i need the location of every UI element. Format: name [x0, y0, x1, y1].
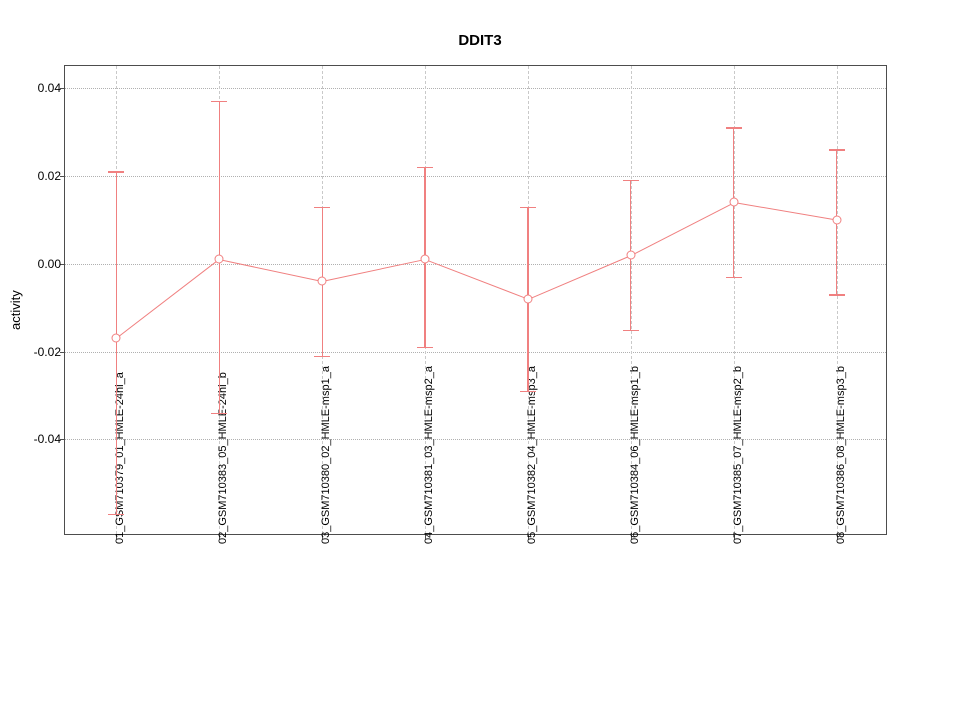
error-cap-top-2 — [211, 101, 227, 102]
error-cap-bottom-2 — [211, 413, 227, 414]
chart-title: DDIT3 — [0, 32, 960, 49]
error-cap-top-8 — [829, 149, 845, 150]
y-axis-tick-label: 0.02 — [29, 169, 61, 183]
data-point-7[interactable] — [729, 198, 738, 207]
y-axis-label: activity — [8, 290, 23, 330]
trend-line-segment-6 — [631, 202, 734, 256]
trend-line-segment-5 — [528, 255, 631, 300]
trend-line-segment-7 — [733, 202, 836, 221]
error-cap-bottom-1 — [108, 514, 124, 515]
data-point-2[interactable] — [215, 255, 224, 264]
x-axis-tick-label-5[interactable]: 05_GSM710382_04_HMLE-msp3_a — [526, 366, 538, 544]
x-axis-tick-label-3[interactable]: 03_GSM710380_02_HMLE-msp1_a — [320, 366, 332, 544]
error-cap-top-7 — [726, 127, 742, 128]
error-cap-bottom-5 — [520, 391, 536, 392]
y-axis-tick-label: 0.04 — [29, 81, 61, 95]
data-point-1[interactable] — [112, 334, 121, 343]
error-cap-bottom-6 — [623, 330, 639, 331]
error-cap-top-1 — [108, 171, 124, 172]
plot-area: 0.04 0.02 0.00 -0.02 -0.04 01_GSM710379_01_HM… — [64, 65, 887, 535]
gridline-horizontal — [65, 176, 886, 177]
data-point-6[interactable] — [626, 250, 635, 259]
error-cap-bottom-3 — [314, 356, 330, 357]
data-point-4[interactable] — [421, 255, 430, 264]
x-axis-tick-label-8[interactable]: 08_GSM710386_08_HMLE-msp3_b — [835, 366, 847, 544]
error-cap-top-4 — [417, 167, 433, 168]
error-cap-bottom-7 — [726, 277, 742, 278]
x-axis-tick-label-4[interactable]: 04_GSM710381_03_HMLE-msp2_a — [423, 366, 435, 544]
chart-container: DDIT3 activity 0.04 0.02 0.00 -0.02 -0.04 01_… — [0, 0, 960, 720]
x-axis-tick-label-6[interactable]: 06_GSM710384_06_HMLE-msp1_b — [629, 366, 641, 544]
y-axis-tick-label: -0.04 — [29, 432, 61, 446]
error-cap-bottom-4 — [417, 347, 433, 348]
gridline-horizontal — [65, 352, 886, 353]
error-cap-top-6 — [623, 180, 639, 181]
y-axis-tick-label: 0.00 — [29, 257, 61, 271]
data-point-3[interactable] — [318, 277, 327, 286]
error-cap-top-3 — [314, 207, 330, 208]
data-point-8[interactable] — [832, 215, 841, 224]
data-point-5[interactable] — [523, 294, 532, 303]
trend-line-segment-1 — [116, 259, 220, 339]
gridline-horizontal — [65, 264, 886, 265]
error-cap-bottom-8 — [829, 294, 845, 295]
gridline-horizontal — [65, 439, 886, 440]
x-axis-tick-label-7[interactable]: 07_GSM710385_07_HMLE-msp2_b — [732, 366, 744, 544]
gridline-horizontal — [65, 88, 886, 89]
y-axis-tick-label: -0.02 — [29, 345, 61, 359]
trend-line-segment-4 — [425, 259, 528, 300]
error-cap-top-5 — [520, 207, 536, 208]
